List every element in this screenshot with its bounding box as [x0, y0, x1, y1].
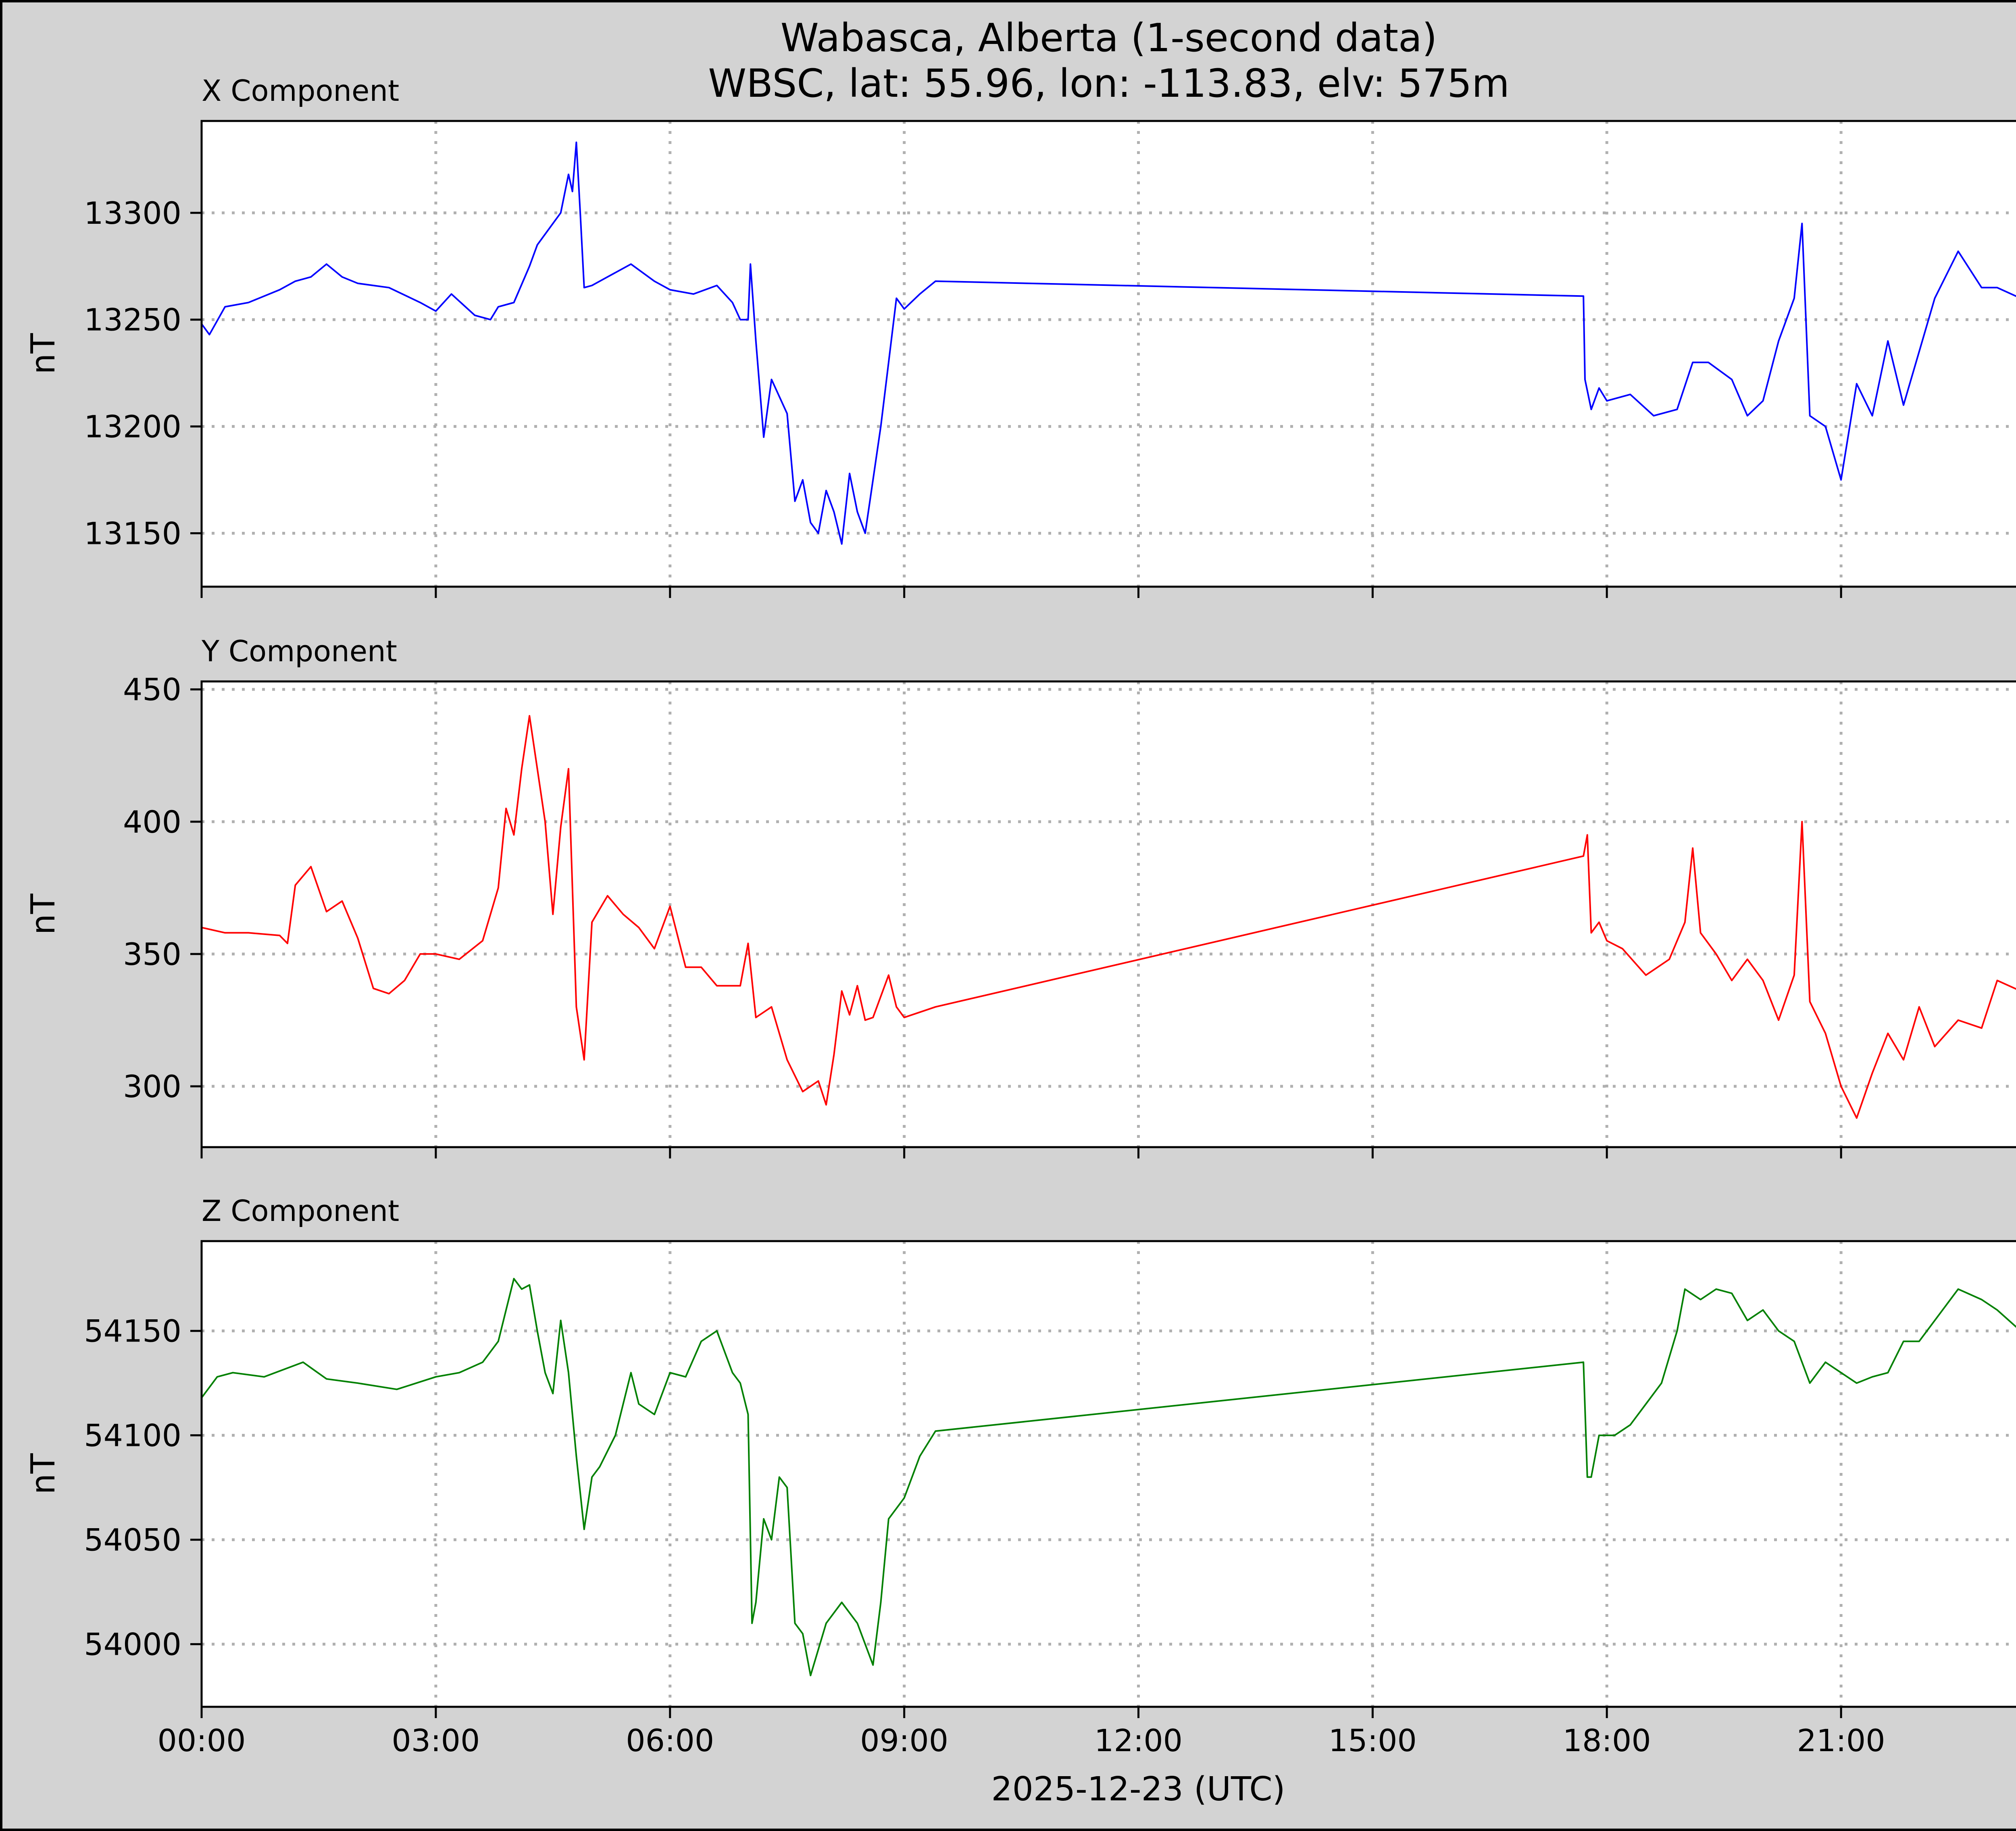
panel-y: 300 350 400 450 Y Component nT: [24, 634, 2016, 1158]
y-tick-label: 300: [123, 1069, 181, 1104]
x-tick-label: 12:00: [1094, 1723, 1183, 1758]
y-tick-label: 13300: [84, 195, 181, 231]
y-tick-label: 13250: [84, 302, 181, 338]
y-tick-label: 400: [123, 804, 181, 840]
panel-x: 13150 13200 13250 13300 X Component nT: [24, 74, 2016, 598]
y-tick-label: 13150: [84, 516, 181, 552]
x-tick-label: 06:00: [626, 1723, 714, 1758]
x-tick-label: 15:00: [1329, 1723, 1417, 1758]
series-line-z: [201, 1278, 2016, 1677]
panel-z: 54000 54050 54100 54150 00:00 03:00 06:00 09:00…: [24, 1194, 2016, 1758]
x-tick-label: 21:00: [1797, 1723, 1885, 1758]
figure-x-axis-label: 2025-12-23 (UTC): [991, 1770, 1285, 1808]
y-tick-label: 54100: [84, 1418, 181, 1454]
y-axis-label: nT: [24, 894, 62, 935]
panels: 13150 13200 13250 13300 X Component nT 300 350 4…: [24, 74, 2016, 1758]
y-axis-label: nT: [24, 333, 62, 375]
y-axis-label: nT: [24, 1453, 62, 1495]
series-line-y: [201, 715, 2016, 1119]
plot-area: [202, 681, 2016, 1147]
panel-subtitle: Z Component: [202, 1194, 399, 1228]
panel-subtitle: Y Component: [201, 634, 397, 668]
plot-area: [202, 1241, 2016, 1707]
x-tick-label: 09:00: [860, 1723, 948, 1758]
figure-title-line2: WBSC, lat: 55.96, lon: -113.83, elv: 575…: [708, 61, 1510, 106]
x-tick-label: 00:00: [157, 1723, 246, 1758]
y-tick-label: 54050: [84, 1522, 181, 1558]
x-tick-label: 03:00: [392, 1723, 480, 1758]
plot-area: [202, 121, 2016, 587]
series-line-x: [201, 142, 2016, 545]
x-tick-label: 18:00: [1563, 1723, 1651, 1758]
figure-title-line1: Wabasca, Alberta (1-second data): [781, 15, 1437, 60]
y-tick-label: 350: [123, 936, 181, 972]
y-tick-label: 54000: [84, 1627, 181, 1662]
y-tick-label: 450: [123, 672, 181, 708]
y-tick-label: 54150: [84, 1313, 181, 1349]
y-tick-label: 13200: [84, 409, 181, 445]
panel-subtitle: X Component: [202, 74, 399, 108]
